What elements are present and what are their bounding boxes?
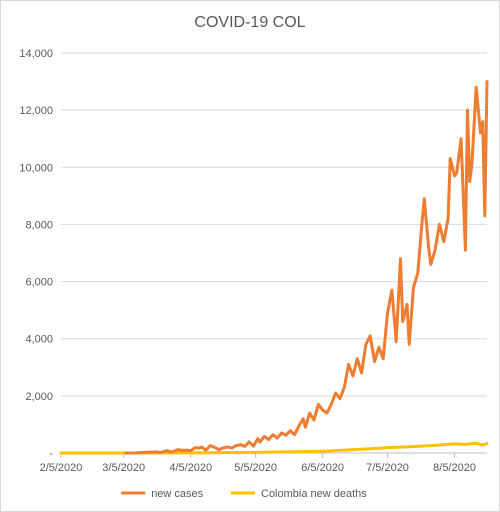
y-tick-label: - <box>49 448 53 460</box>
x-tick-label: 2/5/2020 <box>40 462 83 474</box>
x-tick-label: 3/5/2020 <box>102 462 145 474</box>
y-tick-label: 14,000 <box>19 48 53 60</box>
x-tick-label: 5/5/2020 <box>234 462 277 474</box>
x-tick-label: 7/5/2020 <box>366 462 409 474</box>
legend: new cases Colombia new deaths <box>121 488 367 500</box>
series-line-new-cases <box>124 80 489 455</box>
x-tick-label: 6/5/2020 <box>301 462 344 474</box>
y-tick-label: 2,000 <box>25 391 53 403</box>
x-tick-label: 4/5/2020 <box>169 462 212 474</box>
chart-title: COVID-19 COL <box>194 14 305 31</box>
y-tick-label: 10,000 <box>19 162 53 174</box>
y-tick-label: 4,000 <box>25 334 53 346</box>
grid-layer <box>61 52 487 454</box>
x-tick-label: 8/5/2020 <box>433 462 476 474</box>
y-tick-label: 8,000 <box>25 219 53 231</box>
legend-label-new-cases: new cases <box>151 488 203 500</box>
legend-label-colombia-new-deaths: Colombia new deaths <box>261 488 367 500</box>
series-layer <box>59 80 489 455</box>
y-tick-label: 6,000 <box>25 277 53 289</box>
axis-layer: - 2,000 4,000 6,000 8,000 10,000 12,000 14,000 2… <box>19 48 487 474</box>
y-tick-label: 12,000 <box>19 105 53 117</box>
series-line-colombia-new-deaths <box>59 441 489 455</box>
